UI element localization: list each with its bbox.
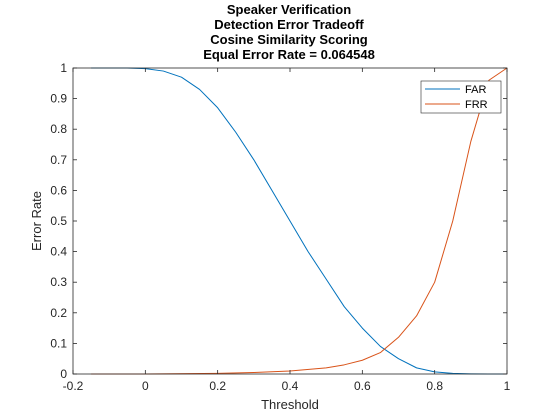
y-tick-label: 0.1 [50, 336, 67, 350]
x-tick-label: 0.8 [426, 379, 443, 393]
x-tick-label: 0 [142, 379, 149, 393]
x-tick-label: 0.2 [209, 379, 226, 393]
x-tick-label: 1 [504, 379, 511, 393]
y-tick-label: 0.7 [50, 153, 67, 167]
legend-box [420, 80, 502, 114]
legend-label-frr: FRR [465, 99, 488, 111]
y-tick-label: 0.6 [50, 183, 67, 197]
title-line-2: Detection Error Tradeoff [214, 17, 364, 32]
series-line-far [91, 67, 508, 375]
title-line-4: Equal Error Rate = 0.064548 [203, 47, 375, 62]
y-axis-label: Error Rate [29, 191, 44, 251]
y-tick-label: 0.8 [50, 122, 67, 136]
legend-label-far: FAR [465, 84, 486, 96]
y-tick-label: 0.4 [50, 245, 67, 259]
x-tick-label: 0.4 [282, 379, 299, 393]
series-layer [91, 67, 508, 375]
x-tick-label: -0.2 [63, 379, 84, 393]
x-axis-label: Threshold [261, 397, 319, 412]
y-tick-label: 0.5 [50, 214, 67, 228]
y-tick-label: 0.3 [50, 275, 67, 289]
y-tick-label: 0 [60, 367, 67, 381]
series-line-frr [91, 67, 508, 375]
ticks: -0.2 0 0.2 0.4 0.6 0.8 100.10.20.30.40.50.60.7… [50, 61, 510, 393]
y-tick-label: 1 [60, 61, 67, 75]
y-tick-label: 0.2 [50, 306, 67, 320]
title-line-3: Cosine Similarity Scoring [210, 32, 368, 47]
chart-title: Speaker Verification Detection Error Tra… [203, 2, 375, 62]
y-tick-label: 0.9 [50, 92, 67, 106]
title-line-1: Speaker Verification [227, 2, 351, 17]
legend: FAR FRR [420, 80, 502, 114]
x-tick-label: 0.6 [354, 379, 371, 393]
